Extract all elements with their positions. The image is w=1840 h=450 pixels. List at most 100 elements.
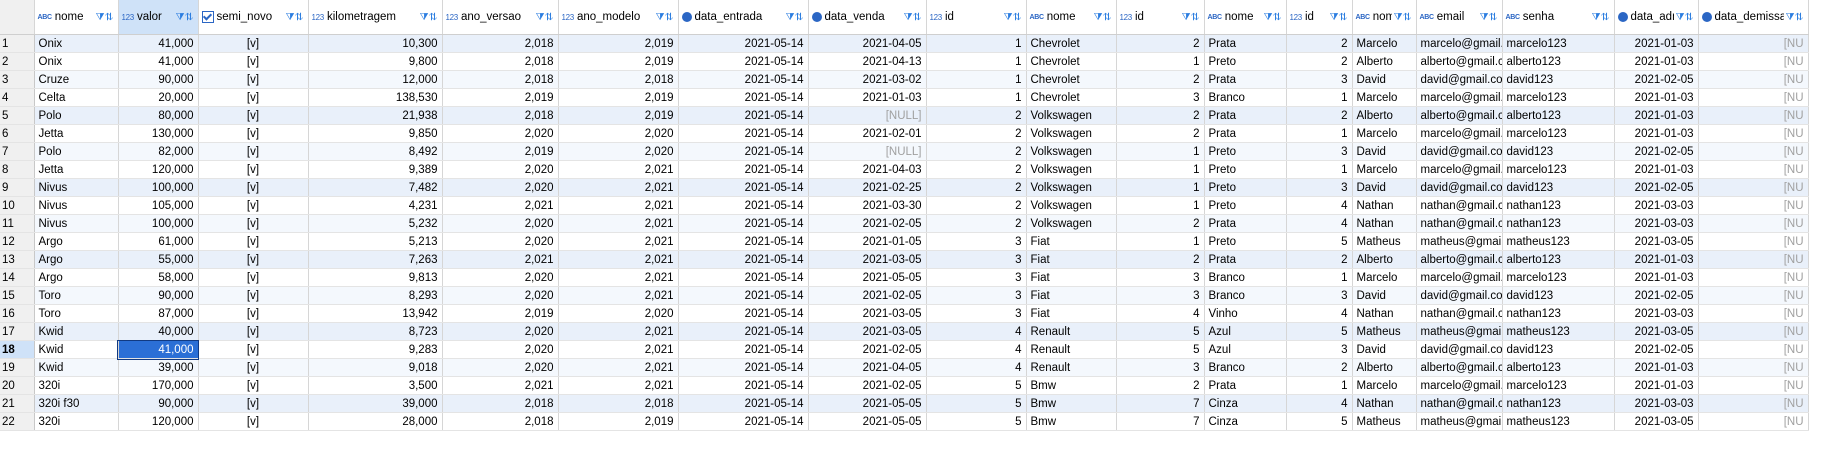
cell-nome[interactable]: Preto: [1204, 178, 1287, 197]
cell-data_demissao[interactable]: [NU: [1698, 88, 1809, 107]
cell-data_entrada[interactable]: 2021-05-14: [678, 124, 809, 143]
cell-semi_novo[interactable]: [v]: [198, 376, 309, 395]
cell-nome[interactable]: Chevrolet: [1026, 52, 1117, 71]
cell-ano_modelo[interactable]: 2,019: [558, 52, 679, 71]
cell-id[interactable]: 1: [1286, 88, 1353, 107]
cell-id[interactable]: 2: [926, 106, 1027, 125]
cell-ano_modelo[interactable]: 2,021: [558, 322, 679, 341]
cell-nome[interactable]: Nathan: [1352, 394, 1417, 413]
cell-valor[interactable]: 87,000: [118, 304, 199, 323]
cell-valor[interactable]: 40,000: [118, 322, 199, 341]
cell-id[interactable]: 1: [926, 70, 1027, 89]
cell-ano_modelo[interactable]: 2,019: [558, 34, 679, 53]
cell-email[interactable]: alberto@gmail.com: [1416, 52, 1503, 71]
cell-email[interactable]: alberto@gmail.com: [1416, 250, 1503, 269]
cell-data_entrada[interactable]: 2021-05-14: [678, 196, 809, 215]
row-number[interactable]: 3: [0, 70, 35, 89]
cell-nome[interactable]: Preto: [1204, 52, 1287, 71]
cell-kilometragem[interactable]: 28,000: [308, 412, 443, 431]
cell-data_admissao[interactable]: 2021-01-03: [1614, 250, 1699, 269]
cell-semi_novo[interactable]: [v]: [198, 250, 309, 269]
table-row[interactable]: 10 Nivus 105,000 [v] 4,231 2,021 2,021 2021-05-…: [0, 196, 1840, 215]
cell-id[interactable]: 1: [1286, 376, 1353, 395]
cell-data_demissao[interactable]: [NU: [1698, 286, 1809, 305]
cell-semi_novo[interactable]: [v]: [198, 178, 309, 197]
cell-semi_novo[interactable]: [v]: [198, 394, 309, 413]
cell-nome[interactable]: Prata: [1204, 250, 1287, 269]
cell-nome[interactable]: Marcelo: [1352, 268, 1417, 287]
cell-id[interactable]: 2: [926, 124, 1027, 143]
cell-data_venda[interactable]: 2021-03-05: [808, 322, 927, 341]
cell-id[interactable]: 2: [1116, 214, 1205, 233]
cell-id[interactable]: 1: [1286, 268, 1353, 287]
cell-kilometragem[interactable]: 39,000: [308, 394, 443, 413]
cell-nome[interactable]: Nathan: [1352, 214, 1417, 233]
cell-ano_modelo[interactable]: 2,021: [558, 268, 679, 287]
cell-email[interactable]: marcelo@gmail.com: [1416, 88, 1503, 107]
cell-id[interactable]: 2: [1116, 106, 1205, 125]
cell-data_admissao[interactable]: 2021-01-03: [1614, 376, 1699, 395]
cell-nome[interactable]: Azul: [1204, 340, 1287, 359]
cell-valor[interactable]: 82,000: [118, 142, 199, 161]
cell-semi_novo[interactable]: [v]: [198, 232, 309, 251]
cell-valor[interactable]: 120,000: [118, 160, 199, 179]
cell-nome[interactable]: Preto: [1204, 160, 1287, 179]
cell-email[interactable]: alberto@gmail.com: [1416, 358, 1503, 377]
filter-sort-icon[interactable]: ⧩⇅: [535, 11, 554, 23]
cell-id[interactable]: 5: [926, 394, 1027, 413]
cell-nome[interactable]: Toro: [34, 304, 119, 323]
cell-senha[interactable]: alberto123: [1502, 358, 1615, 377]
cell-data_venda[interactable]: 2021-03-02: [808, 70, 927, 89]
cell-data_entrada[interactable]: 2021-05-14: [678, 214, 809, 233]
cell-id[interactable]: 2: [1116, 376, 1205, 395]
cell-nome[interactable]: Chevrolet: [1026, 70, 1117, 89]
cell-nome[interactable]: Argo: [34, 232, 119, 251]
cell-ano_modelo[interactable]: 2,020: [558, 142, 679, 161]
column-header-data_venda[interactable]: data_venda ⧩⇅: [808, 0, 927, 35]
cell-data_venda[interactable]: 2021-03-05: [808, 304, 927, 323]
cell-email[interactable]: matheus@gmail.com: [1416, 322, 1503, 341]
cell-nome[interactable]: Prata: [1204, 214, 1287, 233]
cell-data_venda[interactable]: 2021-02-05: [808, 286, 927, 305]
cell-kilometragem[interactable]: 5,213: [308, 232, 443, 251]
cell-ano_modelo[interactable]: 2,021: [558, 286, 679, 305]
cell-semi_novo[interactable]: [v]: [198, 412, 309, 431]
cell-semi_novo[interactable]: [v]: [198, 358, 309, 377]
cell-ano_modelo[interactable]: 2,021: [558, 178, 679, 197]
cell-id[interactable]: 2: [1286, 358, 1353, 377]
cell-data_admissao[interactable]: 2021-01-03: [1614, 124, 1699, 143]
cell-nome[interactable]: Celta: [34, 88, 119, 107]
cell-id[interactable]: 2: [1116, 124, 1205, 143]
column-header-data_demissao[interactable]: data_demissao⧩⇅: [1698, 0, 1809, 35]
cell-email[interactable]: marcelo@gmail.com: [1416, 34, 1503, 53]
cell-senha[interactable]: david123: [1502, 286, 1615, 305]
cell-ano_modelo[interactable]: 2,019: [558, 106, 679, 125]
cell-ano_versao[interactable]: 2,018: [442, 34, 559, 53]
cell-nome[interactable]: Fiat: [1026, 232, 1117, 251]
cell-data_entrada[interactable]: 2021-05-14: [678, 376, 809, 395]
cell-nome[interactable]: Marcelo: [1352, 160, 1417, 179]
cell-id[interactable]: 4: [1116, 304, 1205, 323]
cell-id[interactable]: 4: [1286, 214, 1353, 233]
cell-id[interactable]: 4: [926, 322, 1027, 341]
cell-data_admissao[interactable]: 2021-02-05: [1614, 286, 1699, 305]
cell-nome[interactable]: Nivus: [34, 196, 119, 215]
row-number[interactable]: 2: [0, 52, 35, 71]
cell-data_venda[interactable]: 2021-02-05: [808, 376, 927, 395]
row-number[interactable]: 13: [0, 250, 35, 269]
cell-nome[interactable]: Volkswagen: [1026, 196, 1117, 215]
cell-id[interactable]: 1: [1116, 52, 1205, 71]
cell-semi_novo[interactable]: [v]: [198, 268, 309, 287]
cell-nome[interactable]: Marcelo: [1352, 34, 1417, 53]
cell-data_admissao[interactable]: 2021-02-05: [1614, 70, 1699, 89]
cell-data_entrada[interactable]: 2021-05-14: [678, 412, 809, 431]
cell-data_venda[interactable]: 2021-02-25: [808, 178, 927, 197]
cell-kilometragem[interactable]: 9,800: [308, 52, 443, 71]
cell-ano_versao[interactable]: 2,020: [442, 286, 559, 305]
cell-nome[interactable]: Prata: [1204, 124, 1287, 143]
cell-semi_novo[interactable]: [v]: [198, 88, 309, 107]
table-row[interactable]: 13 Argo 55,000 [v] 7,263 2,021 2,021 2021-05-14…: [0, 250, 1840, 269]
cell-ano_versao[interactable]: 2,020: [442, 358, 559, 377]
